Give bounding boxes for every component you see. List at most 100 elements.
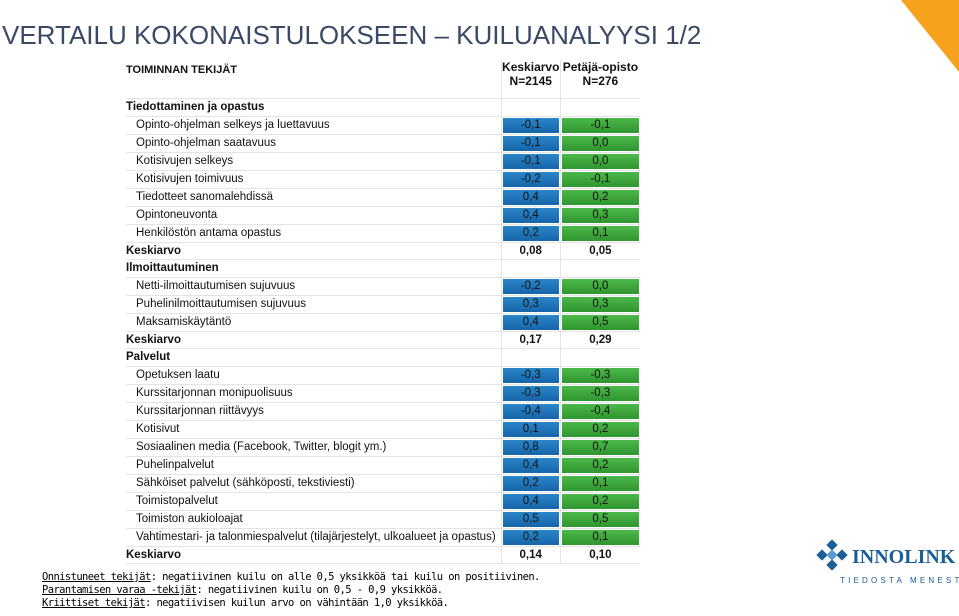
- row-label: Keskiarvo: [126, 546, 502, 564]
- value-cell: 0,0: [559, 152, 640, 171]
- value: 0,17: [519, 333, 542, 346]
- table-row: Sähköiset palvelut (sähköposti, tekstivi…: [126, 474, 640, 493]
- row-label: Opinto-ohjelman selkeys ja luettavuus: [126, 116, 502, 135]
- table-row: Netti-ilmoittautumisen sujuvuus -0,2 0,0: [126, 277, 640, 296]
- section-row: Tiedottaminen ja opastus: [126, 98, 640, 117]
- value: -0,4: [561, 403, 639, 419]
- note-term: Kriittiset tekijät: [42, 597, 146, 609]
- value: -0,1: [502, 135, 559, 151]
- value-cell: 0,3: [559, 206, 640, 225]
- value: 0,2: [502, 225, 559, 241]
- value: 0,2: [502, 475, 559, 491]
- row-label: Henkilöstön antama opastus: [126, 224, 502, 243]
- value: 0,4: [502, 457, 559, 473]
- value-cell: 0,2: [500, 224, 561, 243]
- table-row: Henkilöstön antama opastus 0,2 0,1: [126, 224, 640, 243]
- empty-cell: [500, 348, 561, 367]
- row-label: Sähköiset palvelut (sähköposti, tekstivi…: [126, 474, 502, 493]
- header-col2: Petäjä-opisto N=276: [559, 60, 640, 99]
- value-cell: -0,3: [559, 384, 640, 403]
- row-label: Maksamiskäytäntö: [126, 313, 502, 332]
- value-cell: 0,2: [559, 420, 640, 439]
- value: 0,29: [589, 333, 612, 346]
- value: 0,3: [502, 296, 559, 312]
- table-row: Opinto-ohjelman saatavuus -0,1 0,0: [126, 134, 640, 153]
- value: 0,10: [589, 548, 612, 561]
- value-cell: -0,3: [500, 384, 561, 403]
- value-cell: 0,1: [559, 474, 640, 493]
- gap-table: TOIMINNAN TEKIJÄT Keskiarvo N=2145 Petäjä…: [126, 60, 640, 564]
- value-cell: 0,1: [559, 528, 640, 547]
- value: -0,1: [502, 117, 559, 133]
- table-row: Puhelinpalvelut 0,4 0,2: [126, 456, 640, 475]
- table-row: Vahtimestari- ja talonmiespalvelut (tila…: [126, 528, 640, 547]
- value: 0,0: [561, 153, 639, 169]
- value-cell: 0,4: [500, 456, 561, 475]
- note-text: : negatiivinen kuilu on alle 0,5 yksikkö…: [150, 571, 541, 583]
- value: 0,14: [519, 548, 542, 561]
- table-row: Toimiston aukioloajat 0,5 0,5: [126, 510, 640, 529]
- note-term: Onnistuneet tekijät: [42, 571, 151, 583]
- value-cell: 0,4: [500, 313, 561, 332]
- table-row: Maksamiskäytäntö 0,4 0,5: [126, 313, 640, 332]
- value: 0,7: [561, 439, 639, 455]
- value-cell: -0,3: [500, 366, 561, 385]
- empty-cell: [559, 348, 640, 367]
- logo-slogan: TIEDOSTA MENESTYS: [840, 576, 959, 585]
- table-row: Kotisivujen selkeys -0,1 0,0: [126, 152, 640, 171]
- value: -0,1: [502, 153, 559, 169]
- value: 0,2: [561, 493, 639, 509]
- value: 0,2: [561, 189, 639, 205]
- value-cell: 0,10: [559, 546, 640, 564]
- table-body: TOIMINNAN TEKIJÄT Keskiarvo N=2145 Petäjä…: [126, 60, 640, 564]
- value-cell: -0,4: [559, 402, 640, 421]
- header-text: Keskiarvo: [502, 60, 560, 74]
- value-cell: 0,4: [500, 188, 561, 207]
- table-row: Toimistopalvelut 0,4 0,2: [126, 492, 640, 511]
- table-row: Kurssitarjonnan monipuolisuus -0,3 -0,3: [126, 384, 640, 403]
- row-label: Vahtimestari- ja talonmiespalvelut (tila…: [126, 528, 502, 547]
- table-row: Kurssitarjonnan riittävyys -0,4 -0,4: [126, 402, 640, 421]
- table-row: Kotisivujen toimivuus -0,2 -0,1: [126, 170, 640, 189]
- value-cell: 0,4: [500, 492, 561, 511]
- value: 0,5: [561, 511, 639, 527]
- table-row: Keskiarvo 0,14 0,10: [126, 546, 640, 564]
- value: 0,05: [589, 244, 612, 257]
- value-cell: 0,1: [559, 224, 640, 243]
- empty-cell: [500, 98, 561, 117]
- row-label: Puhelinilmoittautumisen sujuvuus: [126, 295, 502, 314]
- section-row: Palvelut: [126, 348, 640, 367]
- section-title: Palvelut: [126, 348, 502, 367]
- value: 0,2: [502, 529, 559, 545]
- note-text: : negatiivinen kuilu on 0,5 - 0,9 yksikk…: [196, 584, 443, 596]
- row-label: Kotisivujen toimivuus: [126, 170, 502, 189]
- value-cell: -0,1: [559, 116, 640, 135]
- value-cell: 0,5: [500, 510, 561, 529]
- value-cell: 0,29: [559, 331, 640, 349]
- value-cell: 0,0: [559, 134, 640, 153]
- table-row: Kotisivut 0,1 0,2: [126, 420, 640, 439]
- note-term: Parantamisen varaa -tekijät: [42, 584, 197, 596]
- value: 0,3: [561, 296, 639, 312]
- header-text: N=2145: [509, 74, 552, 88]
- table-row: Opintoneuvonta 0,4 0,3: [126, 206, 640, 225]
- value: 0,1: [561, 475, 639, 491]
- value-cell: 0,2: [559, 188, 640, 207]
- row-label: Sosiaalinen media (Facebook, Twitter, bl…: [126, 438, 502, 457]
- row-label: Opinto-ohjelman saatavuus: [126, 134, 502, 153]
- empty-cell: [500, 259, 561, 278]
- value-cell: 0,2: [559, 492, 640, 511]
- header-text: Petäjä-opisto: [562, 60, 639, 74]
- value-cell: 0,17: [500, 331, 561, 349]
- value: 0,4: [502, 314, 559, 330]
- value: 0,0: [561, 135, 639, 151]
- value-cell: 0,2: [500, 474, 561, 493]
- corner-decoration: [901, 0, 959, 72]
- value-cell: 0,3: [500, 295, 561, 314]
- value: -0,2: [502, 171, 559, 187]
- header-col1: Keskiarvo N=2145: [500, 60, 561, 99]
- row-label: Kurssitarjonnan monipuolisuus: [126, 384, 502, 403]
- value-cell: -0,1: [500, 116, 561, 135]
- value-cell: 0,5: [559, 510, 640, 529]
- value-cell: -0,3: [559, 366, 640, 385]
